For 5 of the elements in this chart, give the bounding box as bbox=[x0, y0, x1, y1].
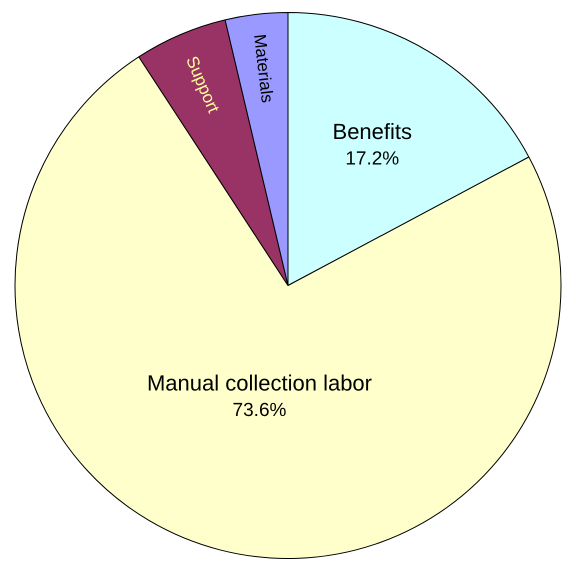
slice-label: Materials bbox=[250, 33, 277, 104]
slice-label: Benefits bbox=[332, 119, 412, 144]
data-label: 73.6% bbox=[232, 400, 287, 421]
slice-label: Manual collection labor bbox=[146, 370, 372, 396]
data-label: 17.2% bbox=[345, 148, 400, 170]
